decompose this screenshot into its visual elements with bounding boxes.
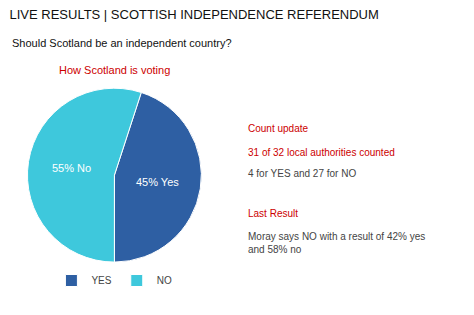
svg-text:How Scotland is voting: How Scotland is voting [59, 64, 170, 76]
svg-text:Count update: Count update [248, 123, 308, 134]
svg-text:Moray says NO with a result of: Moray says NO with a result of 42% yesan… [248, 231, 425, 255]
svg-text:4 for YES and 27 for NO: 4 for YES and 27 for NO [248, 168, 356, 179]
svg-text:45% Yes: 45% Yes [136, 176, 179, 188]
svg-text:NO: NO [157, 275, 172, 286]
svg-text:Should Scotland be an independ: Should Scotland be an independent countr… [12, 37, 232, 49]
svg-text:LIVE RESULTS | SCOTTISH INDEPE: LIVE RESULTS | SCOTTISH INDEPENDENCE REF… [9, 7, 378, 22]
svg-text:31 of 32 local authorities cou: 31 of 32 local authorities counted [248, 147, 395, 158]
svg-text:Last Result: Last Result [248, 208, 298, 219]
svg-text:55% No: 55% No [52, 162, 91, 174]
svg-text:YES: YES [91, 275, 111, 286]
